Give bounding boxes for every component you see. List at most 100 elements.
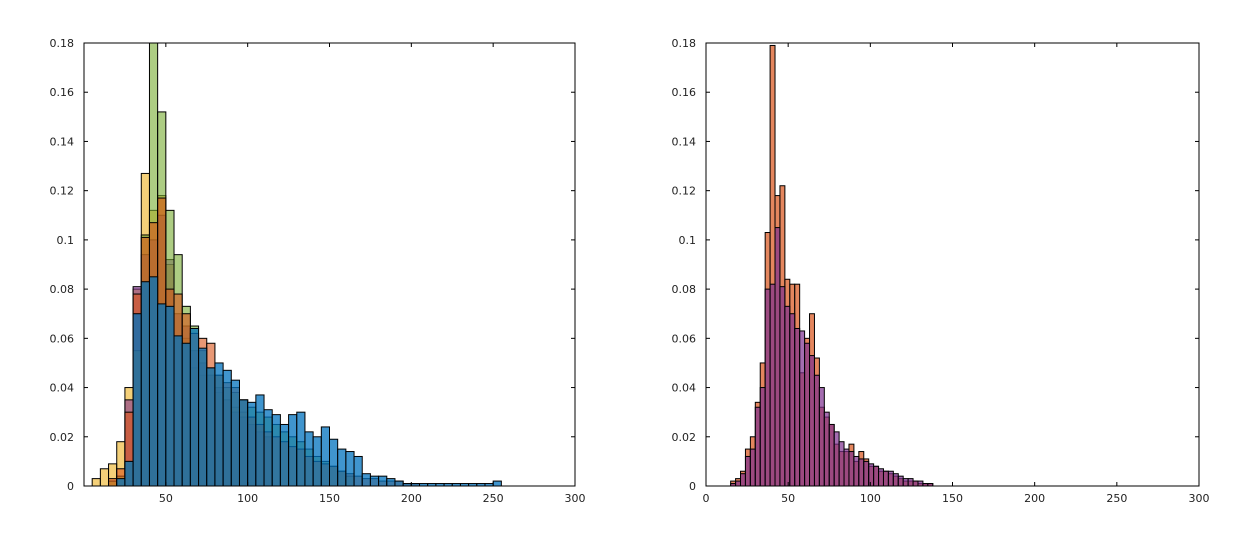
histogram-bar <box>189 327 200 487</box>
histogram-bar <box>779 286 786 487</box>
histogram-bar <box>764 288 771 487</box>
histogram-bar <box>353 455 363 487</box>
histogram-bar <box>863 460 870 487</box>
histogram-bar <box>740 473 746 487</box>
histogram-bar <box>173 335 183 487</box>
histogram-bar <box>329 438 339 487</box>
y-tick-label: 0.16 <box>50 86 75 99</box>
histogram-panel-left: 50 100 150 200 250 300 0 0.02 0.04 0.06 0.08 0.1 0.1… <box>50 37 586 505</box>
histogram-bar <box>116 478 126 487</box>
y-tick-label: 0 <box>689 480 696 493</box>
histogram-bar <box>312 436 322 487</box>
histogram-bar <box>263 409 273 487</box>
histogram-bar <box>230 379 240 487</box>
histogram-bar <box>853 455 860 487</box>
x-tick-label: 0 <box>703 492 710 505</box>
x-tick-label: 300 <box>1189 492 1210 505</box>
histogram-bar <box>769 283 776 487</box>
x-tick-label: 100 <box>860 492 881 505</box>
series-4 <box>116 276 502 487</box>
histogram-bar <box>255 394 265 487</box>
histogram-bar <box>878 468 884 487</box>
histogram-bar <box>784 305 791 487</box>
histogram-bar <box>222 369 232 487</box>
histogram-bar <box>882 470 889 487</box>
histogram-bar <box>794 327 801 487</box>
y-tick-label: 0.04 <box>50 382 75 395</box>
histogram-bar <box>897 475 904 487</box>
histogram-bar <box>735 480 742 487</box>
histogram-bar <box>345 451 355 487</box>
histogram-bar <box>247 401 257 487</box>
y-tick-label: 0.08 <box>672 283 697 296</box>
y-tick-label: 0.1 <box>57 234 75 247</box>
histogram-chart-right: 0 50 100 150 200 250 300 0 0.02 0.04 0.06 0.08 0.1 0.… <box>672 37 1210 505</box>
histogram-bar <box>124 460 134 487</box>
y-tick-label: 0 <box>67 480 74 493</box>
histogram-bar <box>917 480 924 487</box>
histogram-bar <box>288 414 298 487</box>
histogram-bar <box>296 411 306 487</box>
histogram-chart-left: 50 100 150 200 250 300 0 0.02 0.04 0.06 0.08 0.1 0.1… <box>50 37 586 505</box>
histogram-bar <box>304 431 314 487</box>
y-tick-label: 0.04 <box>672 382 697 395</box>
histogram-bar <box>774 227 781 487</box>
y-tick-label: 0.06 <box>50 332 75 345</box>
histogram-bar <box>789 313 796 487</box>
x-tick-label: 150 <box>319 492 340 505</box>
histogram-bar <box>848 451 855 487</box>
y-tick-label: 0.12 <box>672 185 697 198</box>
y-tick-label: 0.02 <box>672 431 697 444</box>
x-tick-label: 300 <box>565 492 586 505</box>
histogram-bar <box>809 355 815 487</box>
bars-group <box>91 42 502 487</box>
histogram-bar <box>361 473 371 487</box>
y-tick-label: 0.08 <box>50 283 75 296</box>
x-tick-label: 50 <box>159 492 173 505</box>
histogram-bar <box>132 313 142 487</box>
y-tick-label: 0.14 <box>672 135 697 148</box>
histogram-bar <box>369 475 380 487</box>
histogram-bar <box>378 475 388 487</box>
histogram-bar <box>394 480 404 487</box>
histogram-bar <box>140 281 150 487</box>
y-tick-label: 0.1 <box>679 234 697 247</box>
histogram-bar <box>892 473 899 487</box>
histogram-bar <box>804 342 811 487</box>
y-tick-label: 0.12 <box>50 185 75 198</box>
y-tick-label: 0.18 <box>50 37 75 50</box>
x-tick-label: 200 <box>401 492 422 505</box>
x-tick-label: 50 <box>781 492 795 505</box>
y-tick-label: 0.14 <box>50 135 75 148</box>
x-tick-label: 100 <box>237 492 258 505</box>
histogram-bar <box>818 387 825 487</box>
histogram-bar <box>320 426 331 487</box>
histogram-bar <box>198 347 208 487</box>
histogram-bar <box>843 448 850 487</box>
histogram-bar <box>902 478 909 487</box>
histogram-bar <box>813 374 820 487</box>
histogram-bar <box>148 276 159 487</box>
histogram-bar <box>238 399 249 487</box>
y-tick-label: 0.02 <box>50 431 75 444</box>
histogram-bar <box>754 406 761 487</box>
histogram-bar <box>823 411 830 487</box>
histogram-bar <box>858 458 865 487</box>
histogram-bar <box>799 330 806 487</box>
histogram-bar <box>165 305 175 487</box>
histogram-bar <box>271 414 281 487</box>
histogram-bar <box>386 478 396 487</box>
histogram-bar <box>907 478 914 487</box>
y-tick-label: 0.06 <box>672 332 697 345</box>
histogram-bar <box>279 423 290 487</box>
x-tick-label: 250 <box>1106 492 1127 505</box>
histogram-bar <box>887 470 894 487</box>
histogram-panel-right: 0 50 100 150 200 250 300 0 0.02 0.04 0.06 0.08 0.1 0.… <box>630 0 1260 550</box>
histogram-bar <box>868 463 875 487</box>
x-tick-label: 200 <box>1024 492 1045 505</box>
histogram-bar <box>749 448 756 487</box>
histogram-bar <box>492 480 502 487</box>
histogram-bar <box>206 367 216 487</box>
histogram-bar <box>744 455 751 487</box>
x-tick-label: 150 <box>942 492 963 505</box>
